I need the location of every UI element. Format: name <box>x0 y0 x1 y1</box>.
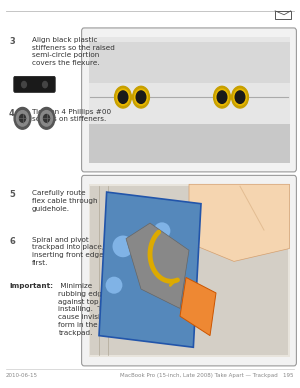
Text: 2010-06-15: 2010-06-15 <box>6 373 38 378</box>
Circle shape <box>232 86 248 108</box>
Text: 6: 6 <box>9 237 15 246</box>
Polygon shape <box>189 184 290 262</box>
Ellipse shape <box>112 236 134 257</box>
Bar <box>88 125 290 163</box>
FancyBboxPatch shape <box>275 11 291 19</box>
Text: MacBook Pro (15-inch, Late 2008) Take Apart — Trackpad   195: MacBook Pro (15-inch, Late 2008) Take Ap… <box>121 373 294 378</box>
Circle shape <box>14 107 31 129</box>
Polygon shape <box>126 223 189 308</box>
Circle shape <box>40 111 52 126</box>
Bar <box>88 42 290 83</box>
FancyBboxPatch shape <box>82 28 296 172</box>
Circle shape <box>118 91 128 103</box>
Circle shape <box>38 107 55 129</box>
Circle shape <box>22 81 26 88</box>
Text: Tighten 4 Phillips #00
screws on stiffeners.: Tighten 4 Phillips #00 screws on stiffen… <box>32 109 111 122</box>
Text: Carefully route
flex cable through
guidehole.: Carefully route flex cable through guide… <box>32 190 97 211</box>
Text: Align black plastic
stiffeners so the raised
semi-circle portion
covers the flex: Align black plastic stiffeners so the ra… <box>32 37 114 66</box>
Text: Spiral and pivot
trackpad into place,
inserting front edge
first.: Spiral and pivot trackpad into place, in… <box>32 237 104 266</box>
Bar <box>90 186 288 355</box>
Polygon shape <box>180 277 216 336</box>
Circle shape <box>235 91 245 103</box>
Ellipse shape <box>106 277 122 294</box>
Circle shape <box>136 91 146 103</box>
Circle shape <box>43 81 47 88</box>
Bar <box>88 184 290 357</box>
Circle shape <box>115 86 131 108</box>
Circle shape <box>20 114 26 122</box>
FancyBboxPatch shape <box>14 76 55 92</box>
Circle shape <box>44 114 50 122</box>
Circle shape <box>217 91 227 103</box>
Circle shape <box>16 111 28 126</box>
Circle shape <box>133 86 149 108</box>
Circle shape <box>214 86 230 108</box>
Polygon shape <box>99 192 201 347</box>
Text: Minimize
rubbing edges of trackpad
against top case while
installing.  This coul: Minimize rubbing edges of trackpad again… <box>58 283 154 336</box>
Bar <box>88 37 290 163</box>
Text: 5: 5 <box>9 190 15 199</box>
Text: 4: 4 <box>9 109 15 118</box>
Text: Important:: Important: <box>9 283 53 289</box>
Ellipse shape <box>154 222 170 239</box>
Text: 3: 3 <box>9 37 15 46</box>
FancyBboxPatch shape <box>82 175 296 366</box>
